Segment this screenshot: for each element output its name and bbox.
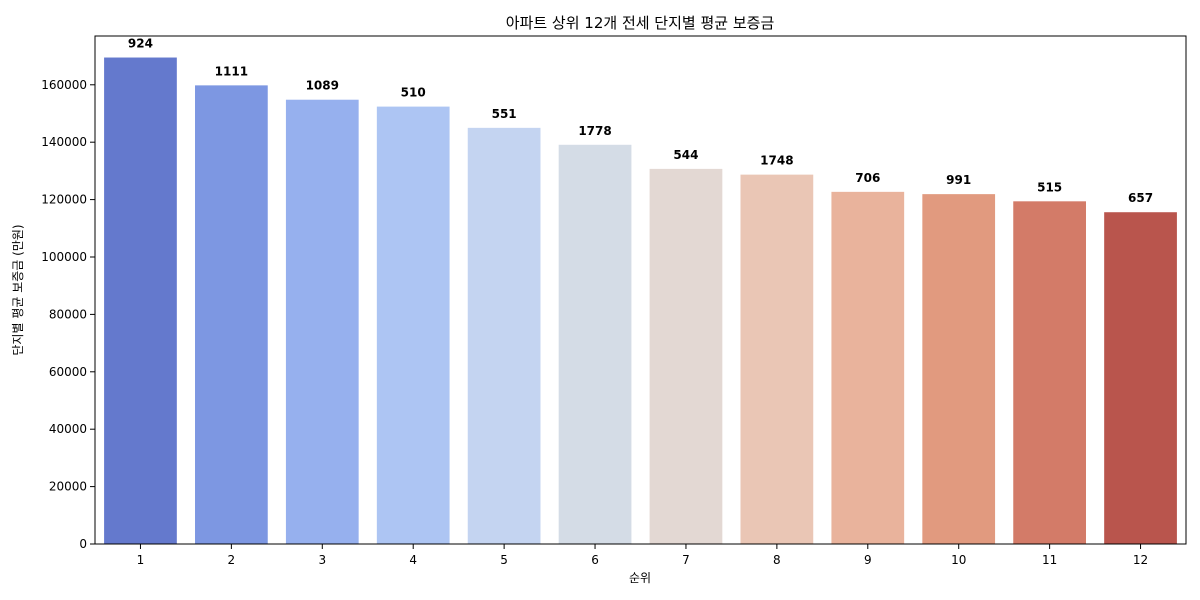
y-tick-label-80000: 80000 xyxy=(49,307,87,321)
bar-1 xyxy=(104,57,177,545)
bar-label-12: 657 xyxy=(1128,191,1153,205)
y-tick-label-100000: 100000 xyxy=(41,250,87,264)
y-tick-label-40000: 40000 xyxy=(49,422,87,436)
x-tick-label-10: 10 xyxy=(951,553,966,567)
bar-label-7: 544 xyxy=(673,148,698,162)
bar-label-5: 551 xyxy=(492,107,517,121)
y-tick-label-120000: 120000 xyxy=(41,193,87,207)
bar-labels-group: 924 1111 1089 510 551 1778 544 1748 706 991 515 657 xyxy=(128,37,1153,206)
bar-12 xyxy=(1104,212,1177,544)
x-tick-label-7: 7 xyxy=(682,553,690,567)
x-tick-label-4: 4 xyxy=(409,553,417,567)
bar-4 xyxy=(376,106,450,544)
y-tick-label-140000: 140000 xyxy=(41,135,87,149)
x-axis-label: 순위 xyxy=(629,571,651,585)
bars-group xyxy=(104,57,1177,545)
bar-label-9: 706 xyxy=(855,171,880,185)
x-tick-label-11: 11 xyxy=(1042,553,1057,567)
x-axis: 1 2 3 4 5 6 7 8 9 10 11 12 xyxy=(137,544,1148,567)
y-tick-label-20000: 20000 xyxy=(49,480,87,494)
bar-9 xyxy=(831,191,905,545)
x-tick-label-8: 8 xyxy=(773,553,781,567)
bar-label-4: 510 xyxy=(401,86,426,100)
bar-label-10: 991 xyxy=(946,173,971,187)
x-tick-label-5: 5 xyxy=(500,553,508,567)
bar-label-3: 1089 xyxy=(306,79,339,93)
bar-label-1: 924 xyxy=(128,37,153,51)
bar-3 xyxy=(285,99,359,544)
bar-7 xyxy=(649,168,723,545)
x-tick-label-9: 9 xyxy=(864,553,872,567)
y-axis-label: 단지별 평균 보증금 (만원) xyxy=(11,224,25,355)
chart-title: 아파트 상위 12개 전세 단지별 평균 보증금 xyxy=(506,14,775,32)
y-tick-label-0: 0 xyxy=(79,537,87,551)
y-tick-label-160000: 160000 xyxy=(41,78,87,92)
y-tick-label-60000: 60000 xyxy=(49,365,87,379)
x-tick-label-1: 1 xyxy=(137,553,145,567)
x-tick-label-2: 2 xyxy=(228,553,236,567)
bar-6 xyxy=(558,144,632,544)
bar-5 xyxy=(467,127,541,545)
x-tick-label-12: 12 xyxy=(1133,553,1148,567)
bar-label-2: 1111 xyxy=(215,64,248,78)
x-tick-label-6: 6 xyxy=(591,553,599,567)
bar-11 xyxy=(1013,201,1086,544)
x-tick-label-3: 3 xyxy=(318,553,326,567)
y-axis: 0 20000 40000 60000 80000 100000 120000 140000 1… xyxy=(41,78,95,551)
bar-8 xyxy=(740,174,814,545)
bar-label-8: 1748 xyxy=(760,154,793,168)
bar-10 xyxy=(922,194,996,544)
bar-label-6: 1778 xyxy=(578,124,611,138)
bar-2 xyxy=(195,85,268,544)
plot-frame xyxy=(94,35,1187,545)
bar-label-11: 515 xyxy=(1037,180,1062,194)
